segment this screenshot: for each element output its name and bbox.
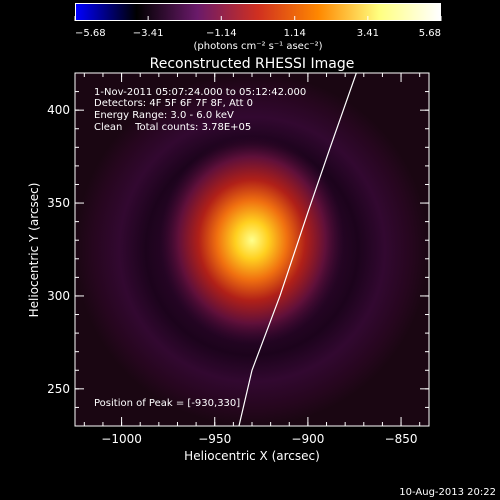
x-axis-label: Heliocentric X (arcsec) xyxy=(184,449,320,463)
chart-title: Reconstructed RHESSI Image xyxy=(150,56,355,72)
colorbar-tick-label: −5.68 xyxy=(75,28,106,39)
annotation-clean: Clean Total counts: 3.78E+05 xyxy=(94,122,252,133)
timestamp: 10-Aug-2013 20:22 xyxy=(399,487,496,498)
axis-ticks: −1000 −950 −900 −850 250 300 350 400 xyxy=(47,72,429,446)
x-tick-label: −850 xyxy=(385,432,418,446)
source-blob xyxy=(160,136,344,345)
annotation-detectors: Detectors: 4F 5F 6F 7F 8F, Att 0 xyxy=(94,98,254,109)
colorbar-tick-label: 3.41 xyxy=(357,28,379,39)
solar-limb-line xyxy=(238,73,357,426)
colorbar-tick-label: −1.14 xyxy=(206,28,237,39)
y-tick-label: 400 xyxy=(47,103,70,117)
annotation-energy: Energy Range: 3.0 - 6.0 keV xyxy=(94,110,234,121)
y-tick-label: 350 xyxy=(47,196,70,210)
colorbar-tick-label: 1.14 xyxy=(284,28,306,39)
x-tick-label: −900 xyxy=(291,432,324,446)
y-tick-label: 300 xyxy=(47,289,70,303)
y-axis-label: Heliocentric Y (arcsec) xyxy=(27,183,41,318)
colorbar xyxy=(75,3,441,21)
y-tick-label: 250 xyxy=(47,382,70,396)
colorbar-tick-label: −3.41 xyxy=(133,28,164,39)
colorbar-tick-label: 5.68 xyxy=(419,28,441,39)
annotation-time: 1-Nov-2011 05:07:24.000 to 05:12:42.000 xyxy=(94,87,307,98)
colorbar-ticks: −5.68 −3.41 −1.14 1.14 3.41 5.68 xyxy=(74,16,442,39)
x-tick-label: −950 xyxy=(198,432,231,446)
x-tick-label: −1000 xyxy=(101,432,142,446)
annotation-peak: Position of Peak = [-930,330] xyxy=(94,398,241,409)
colorbar-unit-label: (photons cm⁻² s⁻¹ asec⁻²) xyxy=(193,41,322,52)
